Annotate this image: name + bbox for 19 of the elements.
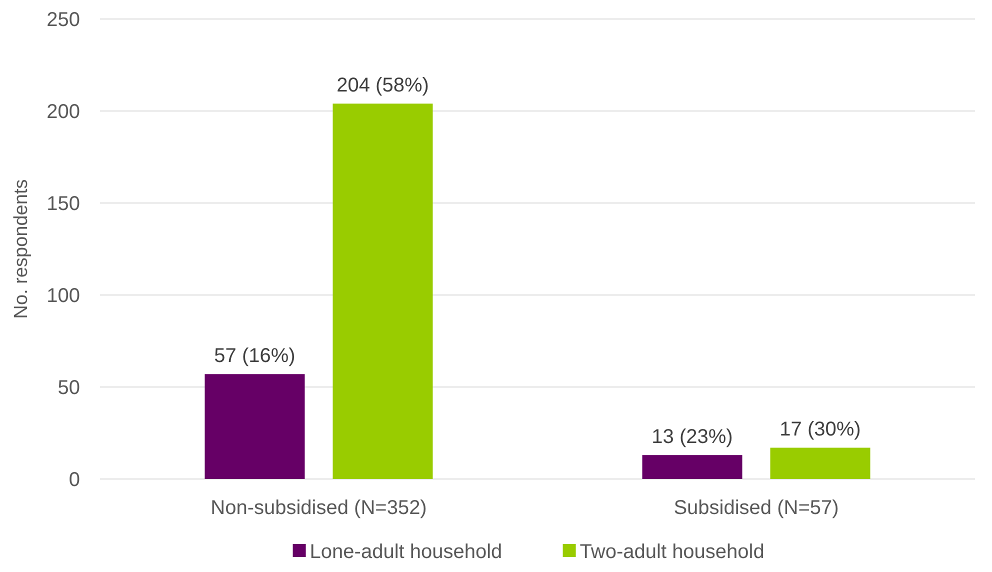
data-label: 204 (58%) bbox=[336, 74, 429, 97]
data-label: 57 (16%) bbox=[214, 345, 296, 368]
x-tick-label: Non-subsidised (N=352) bbox=[210, 497, 427, 519]
bar bbox=[770, 448, 870, 479]
y-tick-label: 50 bbox=[58, 377, 80, 399]
y-tick-label: 100 bbox=[46, 285, 80, 307]
x-tick-label: Subsidised (N=57) bbox=[674, 497, 839, 519]
y-tick-label: 150 bbox=[46, 193, 80, 215]
legend-label: Lone-adult household bbox=[310, 541, 502, 563]
legend-label: Two-adult household bbox=[580, 541, 764, 563]
y-tick-label: 0 bbox=[68, 469, 80, 491]
bar bbox=[332, 104, 433, 479]
y-tick-label: 200 bbox=[46, 101, 80, 123]
data-label: 17 (30%) bbox=[780, 418, 861, 441]
y-tick-label: 250 bbox=[46, 9, 80, 31]
bar bbox=[204, 374, 305, 479]
bar bbox=[642, 455, 742, 479]
y-axis-title: No. respondents bbox=[11, 179, 32, 319]
data-label: 13 (23%) bbox=[652, 426, 733, 448]
